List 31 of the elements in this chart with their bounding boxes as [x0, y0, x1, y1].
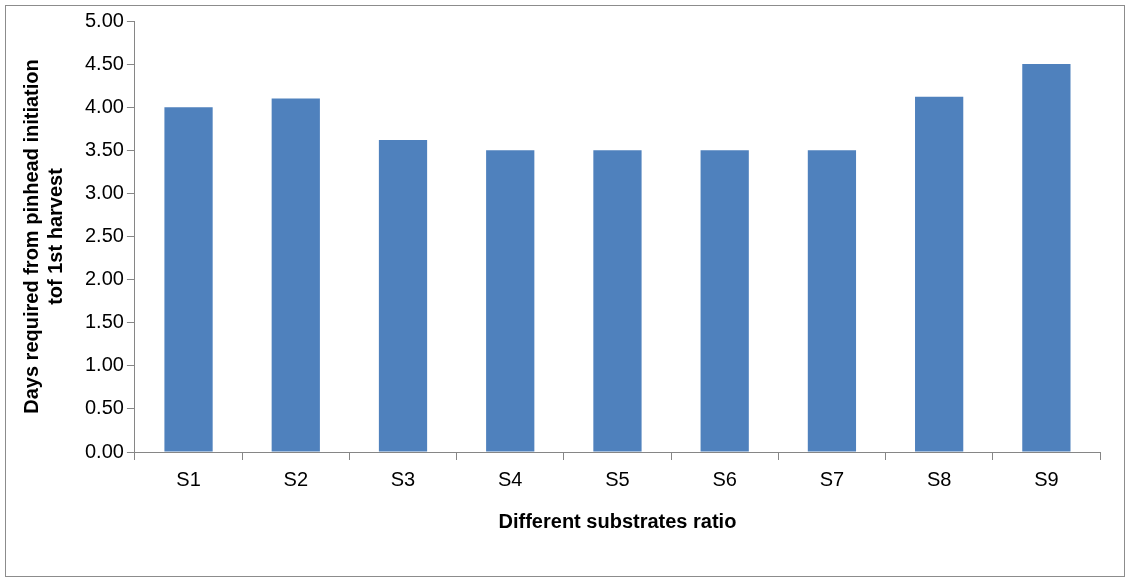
x-tick-label: S4: [498, 467, 523, 490]
bar: [164, 107, 213, 452]
x-tick-label: S3: [390, 467, 416, 490]
bar: [593, 150, 642, 452]
bar: [915, 96, 964, 452]
bar: [378, 139, 428, 452]
x-tick-label: S2: [283, 467, 309, 490]
x-tick-label: S1: [176, 467, 201, 490]
x-tick-label: S9: [1034, 467, 1059, 490]
x-tick-label: S6: [712, 467, 737, 490]
bar: [486, 150, 535, 452]
y-tick-label: 3.50: [84, 137, 124, 160]
bar: [271, 98, 320, 452]
y-tick-label: 0.50: [84, 396, 124, 419]
x-tick-label: S8: [926, 467, 952, 490]
y-tick-label: 2.50: [84, 224, 124, 247]
x-tick-label: S5: [605, 467, 630, 490]
bar: [700, 150, 749, 452]
bar: [807, 150, 857, 452]
bar: [1022, 64, 1071, 452]
y-axis-title: Days required from pinhead initiation tof 1st harvest: [19, 59, 66, 414]
y-tick-label: 5.00: [84, 8, 124, 31]
x-axis-title: Different substrates ratio: [498, 509, 737, 532]
y-tick-label: 1.00: [84, 353, 124, 376]
y-tick-label: 2.00: [84, 267, 124, 290]
y-tick-label: 3.00: [84, 180, 124, 203]
y-tick-label: 1.50: [84, 310, 124, 333]
x-tick-label: S7: [819, 467, 845, 490]
y-tick-label: 0.00: [84, 439, 124, 462]
y-tick-label: 4.00: [84, 94, 124, 117]
y-tick-label: 4.50: [84, 51, 124, 74]
